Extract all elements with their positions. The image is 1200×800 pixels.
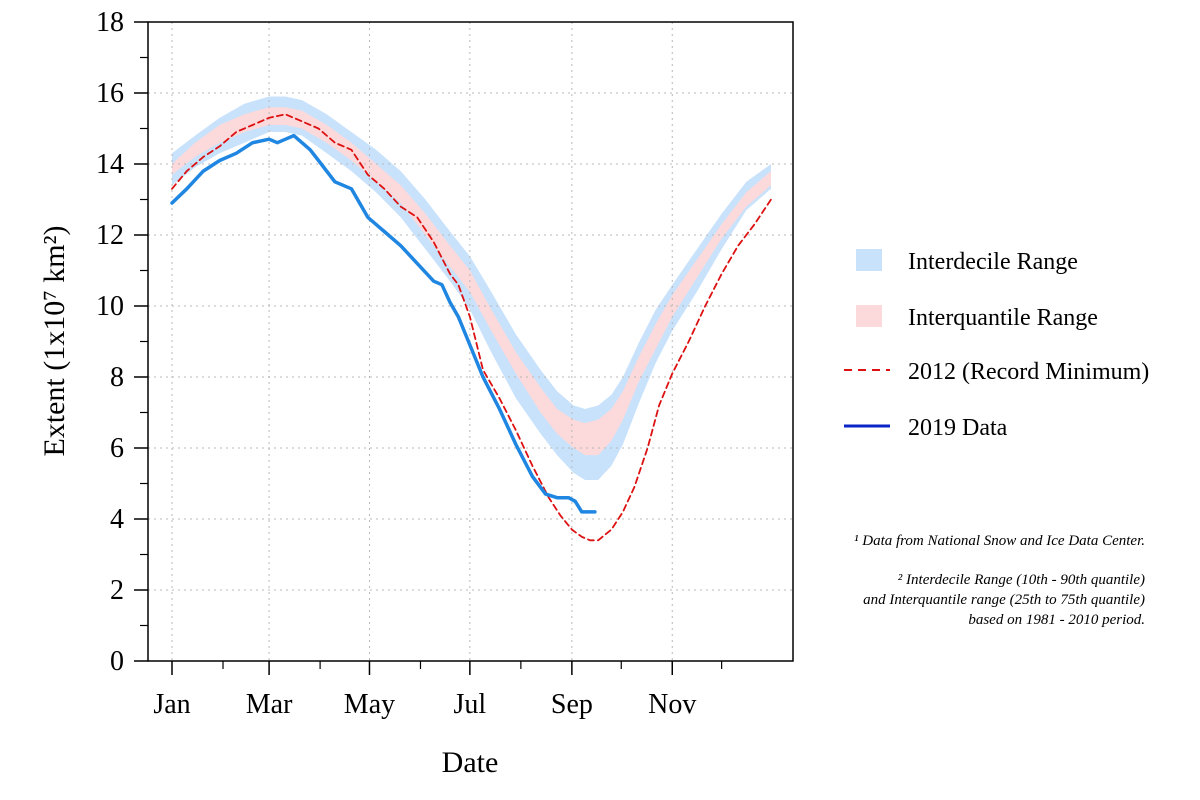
band-interquantile bbox=[172, 107, 771, 456]
y-tick-label: 4 bbox=[110, 504, 124, 535]
y-tick-label: 12 bbox=[96, 220, 124, 251]
y-tick-label: 16 bbox=[96, 78, 124, 109]
x-tick-label: Mar bbox=[246, 689, 293, 720]
x-tick-label: Jan bbox=[153, 689, 190, 720]
footnotes: ¹ Data from National Snow and Ice Data C… bbox=[854, 533, 1145, 628]
legend-label-2019: 2019 Data bbox=[908, 415, 1008, 441]
range-note-line-3: based on 1981 - 2010 period. bbox=[968, 612, 1145, 628]
y-axis-title: Extent (1x10⁷ km²) bbox=[38, 225, 71, 456]
axis-layer: 0 2 4 6 8 10 12 14 16 18 Jan Mar May Jul Sep Nov bbox=[96, 7, 723, 720]
series-line-record_2012 bbox=[171, 113, 772, 542]
legend-swatch-interquantile bbox=[856, 305, 882, 327]
y-tick-label: 0 bbox=[110, 646, 124, 677]
series-line-data_2019 bbox=[170, 133, 597, 514]
legend-swatch-interdecile bbox=[856, 249, 882, 271]
y-tick-label: 14 bbox=[96, 149, 124, 180]
series-layer bbox=[170, 113, 772, 542]
legend-label-interquantile: Interquantile Range bbox=[908, 305, 1098, 331]
plot-area bbox=[147, 21, 794, 662]
range-note-line-2: and Interquantile range (25th to 75th qu… bbox=[863, 592, 1145, 608]
x-axis-title: Date bbox=[442, 746, 499, 779]
range-note-line-1: ² Interdecile Range (10th - 90th quantil… bbox=[898, 572, 1145, 588]
band-layer bbox=[172, 96, 771, 480]
legend-label-interdecile: Interdecile Range bbox=[908, 249, 1078, 275]
x-tick-label: May bbox=[344, 689, 395, 720]
y-tick-label: 8 bbox=[110, 362, 124, 393]
x-tick-label: Sep bbox=[551, 689, 593, 720]
y-tick-label: 18 bbox=[96, 7, 124, 38]
y-tick-label: 6 bbox=[110, 433, 124, 464]
x-tick-label: Jul bbox=[454, 689, 487, 720]
y-tick-label: 2 bbox=[110, 575, 124, 606]
y-tick-label: 10 bbox=[96, 291, 124, 322]
x-tick-label: Nov bbox=[648, 689, 696, 720]
source-note: ¹ Data from National Snow and Ice Data C… bbox=[854, 533, 1145, 549]
legend-label-2012: 2012 (Record Minimum) bbox=[908, 359, 1149, 385]
legend: Interdecile Range Interquantile Range 20… bbox=[844, 249, 1149, 441]
